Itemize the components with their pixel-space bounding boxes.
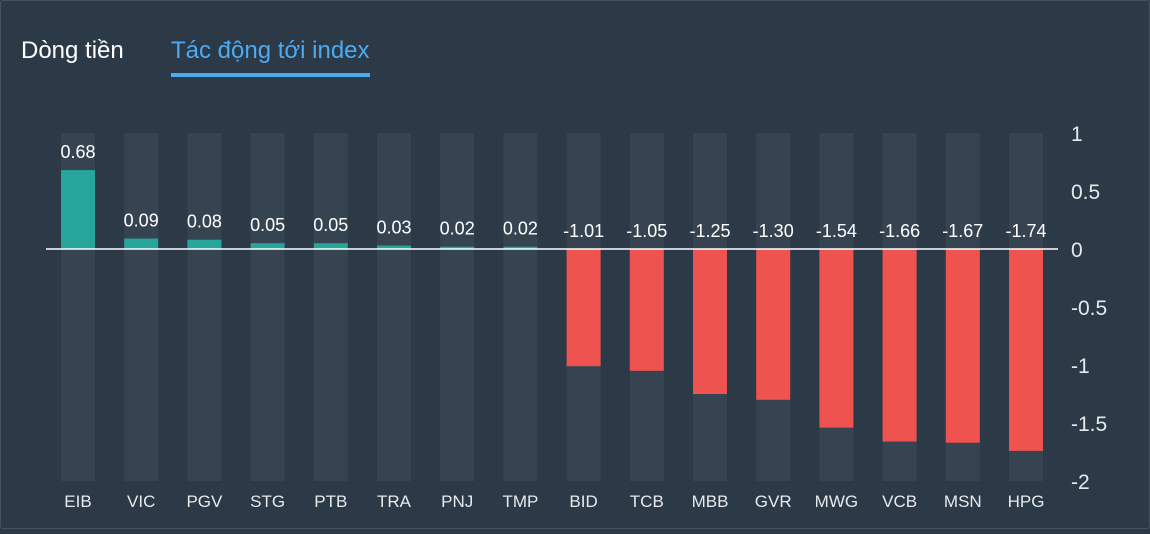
bar-track-vic [124, 133, 159, 481]
value-label-tcb: -1.05 [626, 221, 667, 241]
category-labels: EIB VIC PGV STG PTB TRA PNJ TMP BID TCB MBB GVR MWG V… [64, 492, 1044, 511]
bar-tmp[interactable] [503, 246, 538, 249]
bar-msn[interactable] [945, 249, 980, 443]
bar-tra[interactable] [377, 245, 411, 249]
value-label-tra: 0.03 [376, 218, 411, 238]
value-label-tmp: 0.02 [503, 219, 538, 239]
bar-vic[interactable] [124, 238, 159, 249]
category-label-pgv: PGV [186, 492, 223, 511]
bar-track-stg [250, 133, 285, 481]
y-tick-label: -0.5 [1071, 297, 1107, 320]
value-label-gvr: -1.30 [753, 221, 794, 241]
bar-hpg[interactable] [1009, 249, 1043, 451]
value-label-vcb: -1.66 [879, 221, 920, 241]
tab-money-flow[interactable]: Dòng tiền [21, 37, 124, 64]
y-tick-label: 0 [1071, 239, 1083, 262]
value-label-pnj: 0.02 [440, 219, 475, 239]
value-label-stg: 0.05 [250, 215, 285, 235]
category-label-mbb: MBB [692, 492, 729, 511]
bar-ptb[interactable] [313, 243, 348, 249]
value-label-msn: -1.67 [942, 221, 983, 241]
y-axis-labels: 1 0.5 0 -0.5 -1 -1.5 -2 [1071, 123, 1107, 494]
category-label-pnj: PNJ [441, 492, 473, 511]
y-tick-label: 0.5 [1071, 181, 1100, 204]
y-tick-label: -1 [1071, 355, 1090, 378]
bar-pgv[interactable] [187, 239, 222, 249]
category-label-vic: VIC [127, 492, 155, 511]
bar-track-ptb [313, 133, 348, 481]
category-label-msn: MSN [944, 492, 982, 511]
bar-track-tmp [503, 133, 538, 481]
category-label-gvr: GVR [755, 492, 792, 511]
bar-pnj[interactable] [440, 246, 475, 249]
category-label-stg: STG [250, 492, 285, 511]
value-label-pgv: 0.08 [187, 212, 222, 232]
bar-track-tra [377, 133, 411, 481]
bar-stg[interactable] [250, 243, 285, 249]
category-label-mwg: MWG [815, 492, 858, 511]
bar-gvr[interactable] [756, 249, 791, 400]
bar-eib[interactable] [61, 170, 95, 249]
value-label-hpg: -1.74 [1005, 221, 1046, 241]
y-tick-label: 1 [1071, 123, 1083, 146]
category-label-tcb: TCB [630, 492, 664, 511]
category-label-ptb: PTB [314, 492, 347, 511]
value-labels: 0.68 0.09 0.08 0.05 0.05 0.03 0.02 0.02 -1.01 -1.… [60, 142, 1046, 241]
bars [61, 170, 1043, 451]
bar-tcb[interactable] [629, 249, 664, 371]
value-label-eib: 0.68 [60, 142, 95, 162]
value-label-mwg: -1.54 [816, 221, 857, 241]
y-tick-label: -2 [1071, 471, 1090, 494]
value-label-ptb: 0.05 [313, 215, 348, 235]
value-label-bid: -1.01 [563, 221, 604, 241]
category-label-hpg: HPG [1008, 492, 1045, 511]
tab-index-impact[interactable]: Tác động tới index [171, 37, 370, 77]
category-label-eib: EIB [64, 492, 91, 511]
bar-track-pnj [440, 133, 475, 481]
bar-mbb[interactable] [693, 249, 727, 394]
bar-vcb[interactable] [882, 249, 917, 442]
category-label-tra: TRA [377, 492, 412, 511]
bar-mwg[interactable] [819, 249, 854, 428]
value-label-mbb: -1.25 [689, 221, 730, 241]
bar-track-pgv [187, 133, 222, 481]
category-label-tmp: TMP [502, 492, 538, 511]
bar-bid[interactable] [566, 249, 601, 367]
y-tick-label: -1.5 [1071, 413, 1107, 436]
value-label-vic: 0.09 [124, 211, 159, 231]
category-label-bid: BID [569, 492, 597, 511]
category-label-vcb: VCB [882, 492, 917, 511]
